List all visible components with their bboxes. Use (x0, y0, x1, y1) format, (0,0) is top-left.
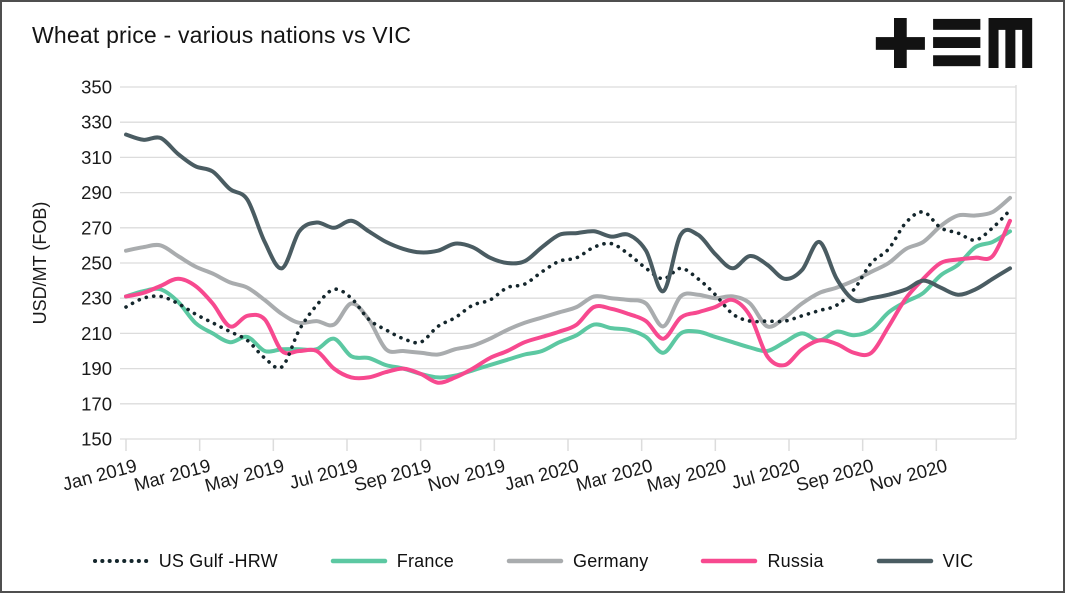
svg-text:USD/MT (FOB): USD/MT (FOB) (30, 202, 50, 325)
svg-text:150: 150 (81, 429, 112, 450)
brand-logo-icon (875, 18, 1033, 68)
svg-text:May 2020: May 2020 (644, 455, 728, 496)
legend-item-france: France (330, 551, 454, 572)
svg-text:350: 350 (81, 77, 112, 98)
wheat-price-chart: 350 330 310 290 270 250 230 210 190 170 150 Jan 201… (2, 60, 1063, 535)
legend-label: Germany (573, 550, 649, 571)
svg-text:Nov 2020: Nov 2020 (867, 455, 949, 496)
chart-title: Wheat price - various nations vs VIC (32, 22, 412, 48)
svg-text:Jul 2019: Jul 2019 (287, 455, 360, 493)
svg-text:Sep 2019: Sep 2019 (352, 455, 434, 496)
dotted-line-swatch-icon (92, 559, 149, 563)
svg-text:310: 310 (81, 147, 112, 168)
svg-text:Nov 2019: Nov 2019 (425, 455, 507, 496)
plot-area: 350 330 310 290 270 250 230 210 190 170 150 Jan 201… (30, 77, 1017, 496)
solid-line-swatch-icon (876, 558, 933, 564)
legend-item-russia: Russia (700, 551, 823, 572)
legend-item-us-gulf-hrw: US Gulf -HRW (92, 551, 278, 572)
svg-text:270: 270 (81, 217, 112, 238)
legend-label: VIC (942, 550, 974, 571)
svg-text:May 2019: May 2019 (202, 455, 286, 496)
svg-text:Jan 2020: Jan 2020 (502, 455, 581, 495)
svg-text:330: 330 (81, 112, 112, 133)
svg-text:250: 250 (81, 253, 112, 274)
svg-text:290: 290 (81, 182, 112, 203)
svg-text:170: 170 (81, 393, 112, 414)
solid-line-swatch-icon (330, 558, 388, 564)
svg-text:Mar 2020: Mar 2020 (574, 455, 655, 496)
svg-text:210: 210 (81, 323, 112, 344)
svg-text:Mar 2019: Mar 2019 (132, 455, 213, 496)
legend: US Gulf -HRW France Germany Russia VIC (2, 539, 1063, 583)
solid-line-swatch-icon (701, 558, 758, 564)
svg-text:Jul 2020: Jul 2020 (729, 455, 802, 493)
svg-text:230: 230 (81, 288, 112, 309)
legend-item-vic: VIC (876, 551, 974, 572)
solid-line-swatch-icon (506, 558, 564, 564)
legend-label: US Gulf -HRW (158, 550, 278, 571)
svg-text:Sep 2020: Sep 2020 (794, 455, 876, 496)
legend-label: France (396, 550, 455, 571)
legend-label: Russia (767, 550, 824, 571)
legend-item-germany: Germany (506, 551, 648, 572)
svg-text:190: 190 (81, 358, 112, 379)
svg-text:Jan 2019: Jan 2019 (60, 455, 139, 495)
